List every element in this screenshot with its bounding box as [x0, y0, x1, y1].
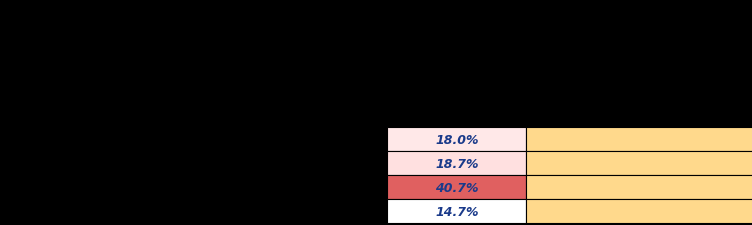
- Bar: [387, 199, 526, 223]
- Bar: [387, 175, 526, 199]
- Text: 18.0%: 18.0%: [435, 133, 478, 146]
- Bar: [526, 127, 752, 151]
- Bar: [387, 127, 526, 151]
- Bar: [526, 199, 752, 223]
- Text: 18.7%: 18.7%: [435, 157, 478, 170]
- Bar: [526, 175, 752, 199]
- Text: 40.7%: 40.7%: [435, 181, 478, 194]
- Text: 14.7%: 14.7%: [435, 205, 478, 218]
- Bar: [526, 151, 752, 175]
- Bar: [387, 151, 526, 175]
- Text: Cat Classification Model Error Distribution: Cat Classification Model Error Distribut…: [6, 8, 402, 26]
